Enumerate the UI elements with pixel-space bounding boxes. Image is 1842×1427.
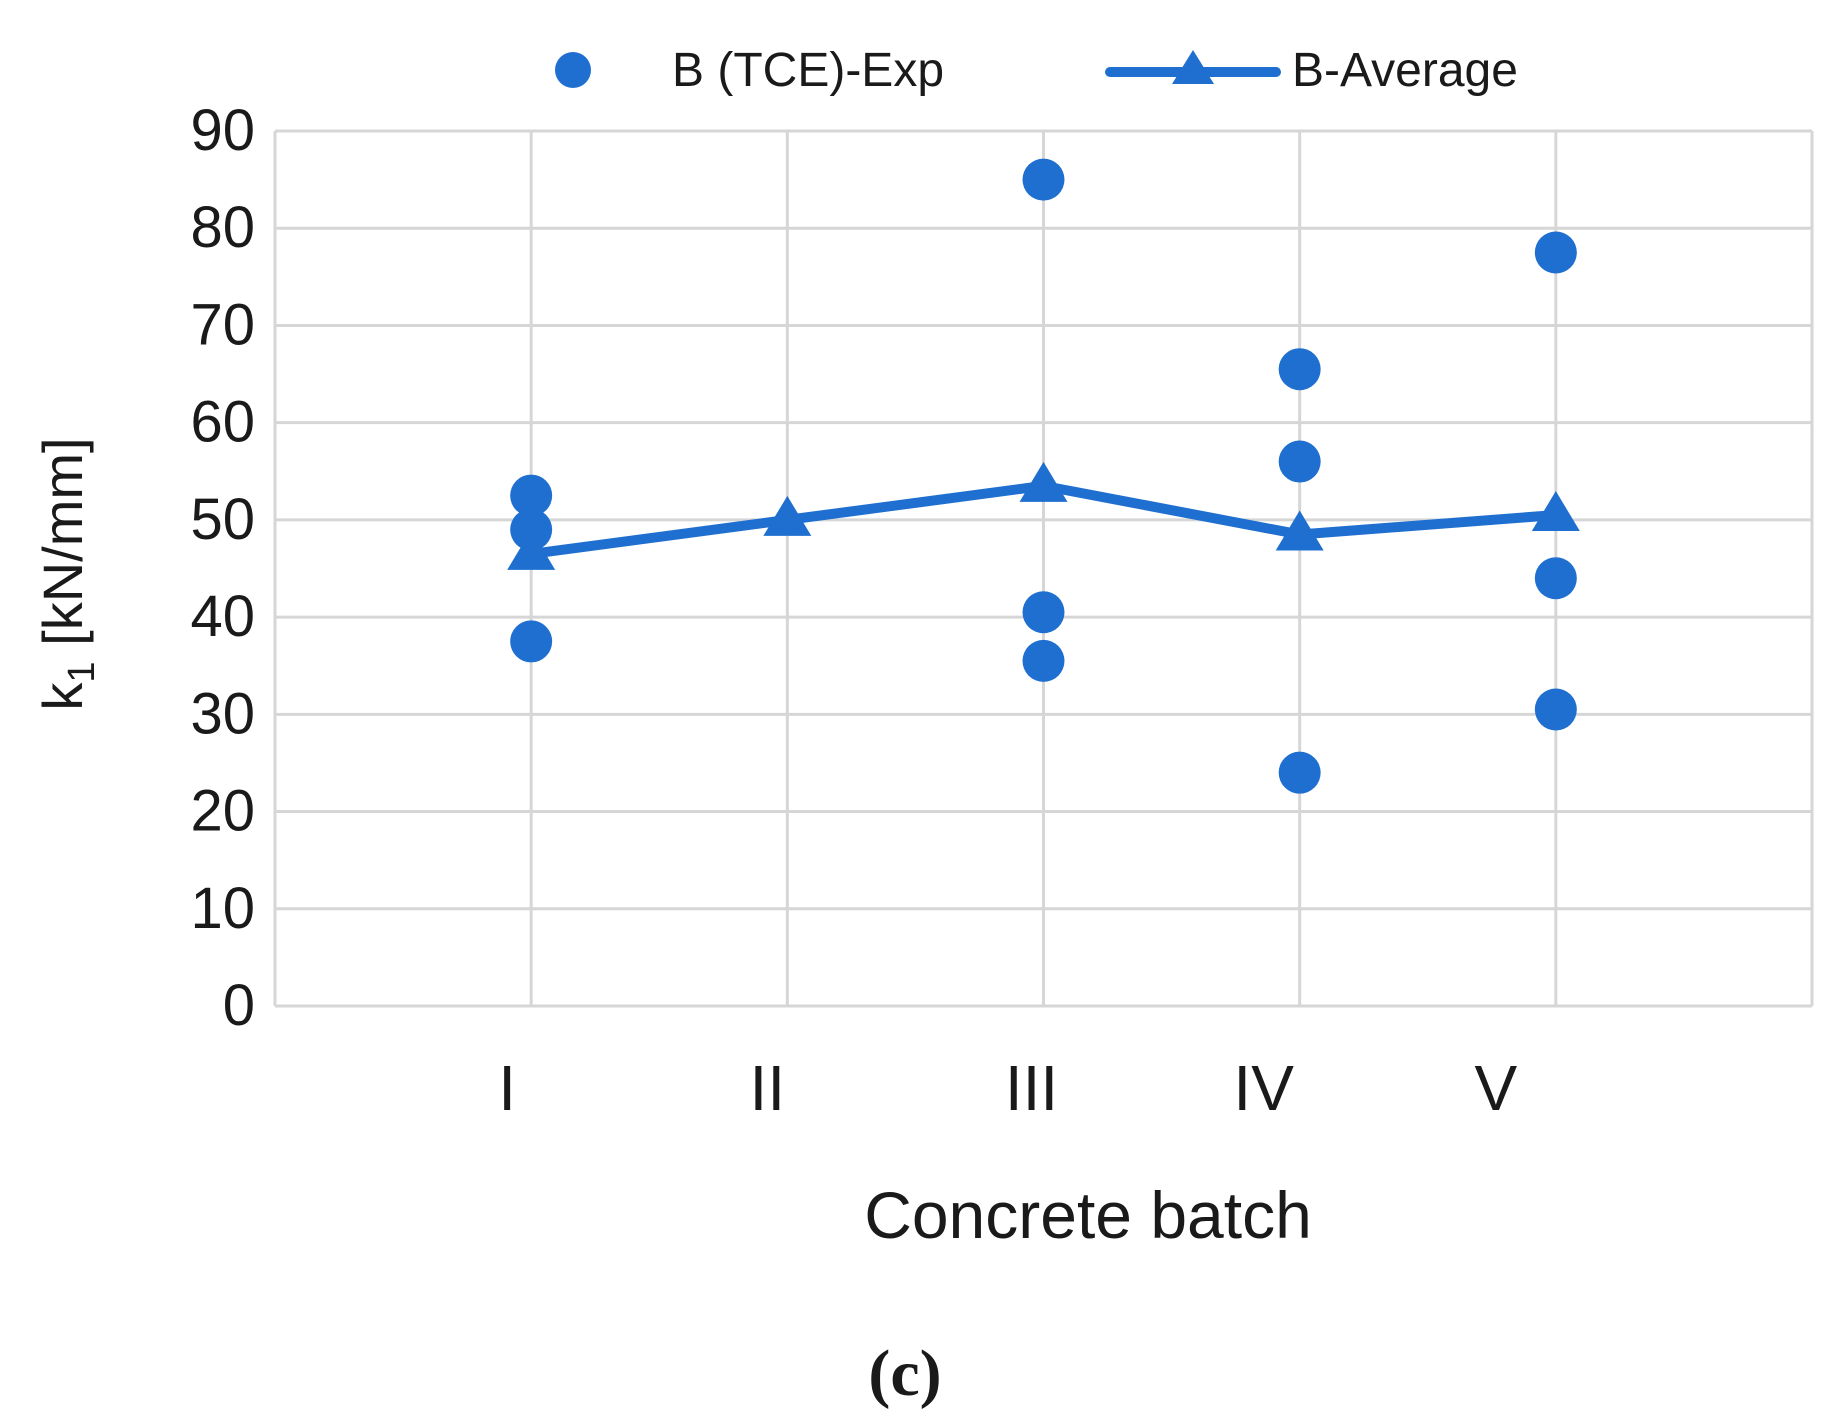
- exp-data-point: [510, 508, 553, 551]
- y-tick-label: 30: [190, 681, 255, 746]
- average-data-point: [1019, 461, 1068, 502]
- y-tick-label: 0: [223, 973, 255, 1038]
- average-data-point: [1275, 510, 1324, 551]
- y-tick-label: 20: [190, 779, 255, 844]
- exp-data-point: [1022, 639, 1065, 682]
- exp-data-point: [1022, 591, 1065, 634]
- y-tick-label: 60: [190, 390, 255, 455]
- x-tick-label: V: [1474, 1052, 1517, 1124]
- y-tick-label: 80: [190, 195, 255, 260]
- legend: B (TCE)-Exp B-Average: [555, 44, 1518, 97]
- y-tick-label: 50: [190, 487, 255, 552]
- x-tick-label: II: [750, 1052, 786, 1124]
- y-tick-label: 10: [190, 876, 255, 941]
- y-tick-label: 70: [190, 292, 255, 357]
- y-axis-label: k1 [kN/mm]: [31, 437, 103, 710]
- average-data-point: [763, 495, 812, 536]
- exp-data-point: [1278, 751, 1321, 794]
- exp-data-point: [510, 474, 553, 517]
- y-tick-label: 90: [190, 98, 255, 163]
- figure-caption: (c): [868, 1337, 941, 1410]
- legend-label-exp: B (TCE)-Exp: [672, 44, 944, 97]
- x-axis-label: Concrete batch: [864, 1178, 1312, 1252]
- x-tick-label: IV: [1233, 1052, 1294, 1124]
- y-tick-label: 40: [190, 584, 255, 649]
- exp-data-point: [1534, 688, 1577, 731]
- exp-data-point: [1534, 557, 1577, 600]
- x-tick-label: III: [1005, 1052, 1058, 1124]
- exp-data-point: [1534, 231, 1577, 274]
- legend-marker-average: [1172, 50, 1214, 84]
- grid-lines: [273, 129, 1814, 1008]
- exp-data-point: [1278, 348, 1321, 391]
- y-axis-label-main: k: [31, 682, 94, 711]
- average-data-point: [1531, 491, 1580, 532]
- y-axis-label-unit: [kN/mm]: [31, 437, 94, 661]
- exp-data-point: [1278, 440, 1321, 483]
- exp-data-point: [510, 620, 553, 663]
- legend-label-average: B-Average: [1292, 44, 1518, 97]
- x-tick-label: I: [498, 1052, 516, 1124]
- average-data-point: [507, 529, 556, 570]
- exp-data-point: [1022, 158, 1065, 201]
- legend-marker-exp: [555, 52, 591, 88]
- data-markers: [507, 158, 1580, 794]
- y-axis-label-subscript: 1: [61, 661, 103, 682]
